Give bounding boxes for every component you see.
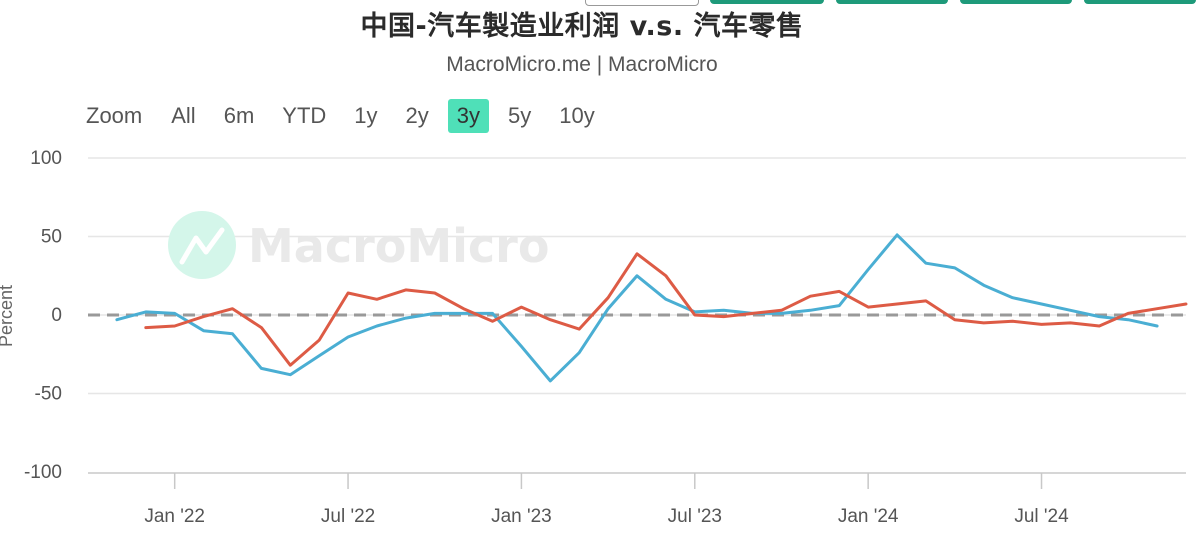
y-tick-label: -50 <box>35 384 62 405</box>
top-tab-2[interactable] <box>710 0 824 4</box>
range-button-all[interactable]: All <box>171 103 196 128</box>
chart-subtitle: MacroMicro.me | MacroMicro <box>446 53 718 76</box>
range-button-3y[interactable]: 3y <box>447 99 490 133</box>
top-tab-3[interactable] <box>836 0 948 4</box>
x-tick-label: Jul '22 <box>321 506 375 527</box>
x-tick-label: Jul '24 <box>1014 506 1069 527</box>
watermark-logo-mark <box>179 227 225 265</box>
top-tab-5[interactable] <box>1084 0 1196 4</box>
series-lines <box>115 233 1188 383</box>
range-selector: Zoom All 6m YTD 1y 2y 3y 5y 10y <box>86 96 614 136</box>
x-tick-label: Jan '24 <box>838 506 899 527</box>
range-button-2y[interactable]: 2y <box>405 103 429 128</box>
y-tick-label: 0 <box>51 305 62 326</box>
x-tick-label: Jan '22 <box>144 506 205 527</box>
x-axis: Jan '22 Jul '22 Jan '23 Jul '23 Jan '24 Jul '… <box>88 472 1186 527</box>
series-line-blue <box>115 233 1159 383</box>
top-tab-1[interactable] <box>585 0 699 6</box>
range-button-5y[interactable]: 5y <box>508 103 532 128</box>
y-axis-ticks: 100 50 0 -50 -100 <box>24 148 62 483</box>
series-line-red <box>144 252 1188 367</box>
range-button-ytd[interactable]: YTD <box>282 103 327 128</box>
range-button-6m[interactable]: 6m <box>223 103 255 128</box>
y-tick-label: -100 <box>24 462 62 483</box>
watermark: MacroMicro <box>168 211 549 279</box>
x-tick-label: Jan '23 <box>491 506 552 527</box>
chart-title: 中国-汽车製造业利润 v.s. 汽车零售 <box>360 11 804 42</box>
y-tick-label: 100 <box>30 148 62 169</box>
y-tick-label: 50 <box>41 227 62 248</box>
watermark-text: MacroMicro <box>248 219 549 273</box>
range-button-10y[interactable]: 10y <box>559 103 595 128</box>
top-tab-4[interactable] <box>960 0 1072 4</box>
y-axis-title: Percent <box>0 285 16 347</box>
x-tick-label: Jul '23 <box>668 506 722 527</box>
range-button-1y[interactable]: 1y <box>354 103 378 128</box>
zoom-label: Zoom <box>86 103 143 128</box>
